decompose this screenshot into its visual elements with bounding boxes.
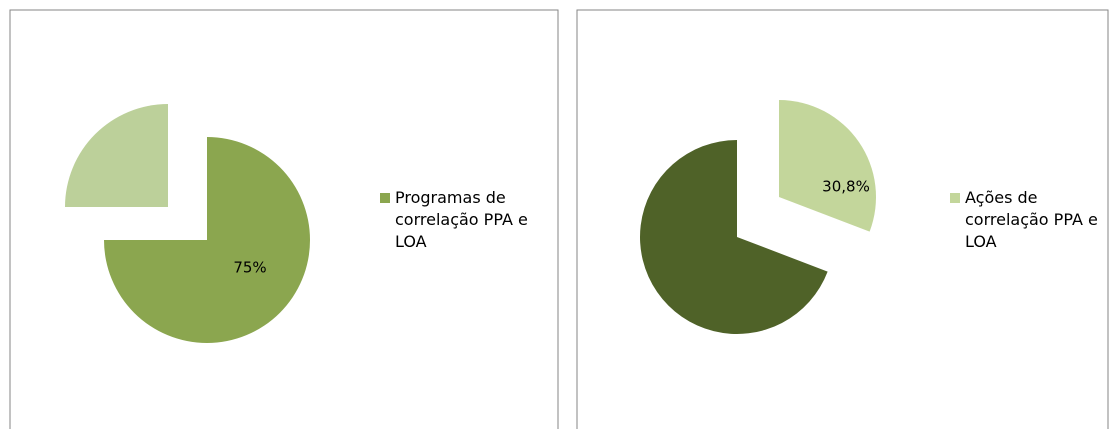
- data-label: 75%: [233, 259, 266, 277]
- pie-slice: [104, 137, 310, 343]
- panel-border: [576, 9, 1109, 429]
- legend-swatch: [380, 193, 390, 203]
- pie-slice: [639, 140, 828, 334]
- pie-slice: [65, 104, 168, 207]
- panel-border: [9, 9, 559, 429]
- legend-label: Programas de correlação PPA e LOA: [395, 188, 528, 251]
- legend-label: Ações de correlação PPA e LOA: [965, 188, 1098, 251]
- legend-swatch: [950, 193, 960, 203]
- pie-slice: [779, 100, 876, 232]
- data-label: 30,8%: [822, 178, 870, 196]
